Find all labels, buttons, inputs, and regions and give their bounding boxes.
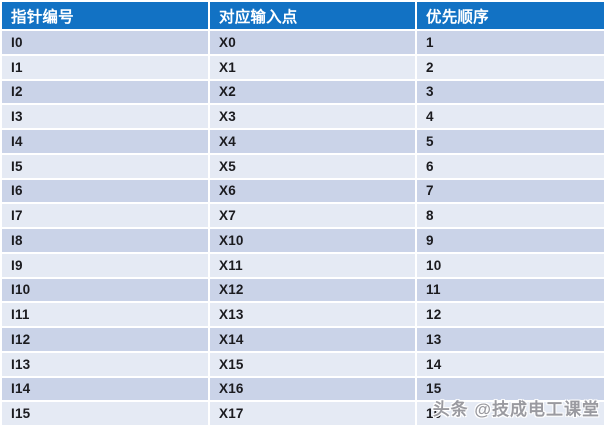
table-row: I1 X1 2	[2, 55, 604, 79]
table-cell: 12	[417, 303, 604, 326]
table-cell: X0	[210, 31, 415, 54]
table-cell: 14	[417, 352, 604, 376]
table-cell: I4	[2, 130, 208, 153]
table-row: I14 X16 15	[2, 377, 604, 401]
table-cell: X12	[210, 278, 415, 302]
table-cell: X10	[210, 229, 415, 252]
column-header-input-point: 对应输入点	[210, 2, 415, 29]
table-row: I8 X10 9	[2, 229, 604, 252]
table-cell: X15	[210, 352, 415, 376]
table-cell: 2	[417, 55, 604, 79]
table-cell: I7	[2, 204, 208, 227]
table-row: I6 X6 7	[2, 179, 604, 203]
table-cell: I1	[2, 55, 208, 79]
table-cell: X2	[210, 80, 415, 104]
table-cell: X17	[210, 402, 415, 425]
table-cell: X13	[210, 303, 415, 326]
table-row: I9 X11 10	[2, 253, 604, 277]
table-cell: 3	[417, 80, 604, 104]
table-cell: I5	[2, 154, 208, 178]
table-cell: 9	[417, 229, 604, 252]
table-cell: 1	[417, 31, 604, 54]
table-row: I10 X12 11	[2, 278, 604, 302]
table-cell: I2	[2, 80, 208, 104]
table-row: I13 X15 14	[2, 352, 604, 376]
table-cell: 8	[417, 204, 604, 227]
table-cell: 6	[417, 154, 604, 178]
table-cell: X14	[210, 328, 415, 351]
table-cell: I13	[2, 352, 208, 376]
table-cell: I9	[2, 253, 208, 277]
watermark: 头条 @技成电工课堂	[432, 400, 600, 419]
column-header-pointer-number: 指针编号	[2, 2, 208, 29]
table-cell: 5	[417, 130, 604, 153]
table-cell: X11	[210, 253, 415, 277]
table-cell: I6	[2, 179, 208, 203]
table-cell: 10	[417, 253, 604, 277]
table-row: I4 X4 5	[2, 130, 604, 153]
table-row: I7 X7 8	[2, 204, 604, 227]
table-cell: X1	[210, 55, 415, 79]
table-row: I5 X5 6	[2, 154, 604, 178]
table-cell: X5	[210, 154, 415, 178]
table-row: I3 X3 4	[2, 105, 604, 128]
table-row: I11 X13 12	[2, 303, 604, 326]
table-cell: I10	[2, 278, 208, 302]
table-row: I2 X2 3	[2, 80, 604, 104]
table-row: I15 X17 16	[2, 402, 604, 425]
table-cell: I11	[2, 303, 208, 326]
table-cell: I15	[2, 402, 208, 425]
table-cell: X3	[210, 105, 415, 128]
table-cell: X7	[210, 204, 415, 227]
table-cell: 4	[417, 105, 604, 128]
table-cell: I0	[2, 31, 208, 54]
table-cell: 7	[417, 179, 604, 203]
table-cell: X16	[210, 377, 415, 401]
table-row: I0 X0 1	[2, 31, 604, 54]
table-cell: I12	[2, 328, 208, 351]
table-cell: I14	[2, 377, 208, 401]
table-cell: 11	[417, 278, 604, 302]
table-cell: 15	[417, 377, 604, 401]
table-cell: X6	[210, 179, 415, 203]
table-cell: 16	[417, 402, 604, 425]
table-cell: 13	[417, 328, 604, 351]
table-cell: X4	[210, 130, 415, 153]
column-header-priority-order: 优先顺序	[417, 2, 604, 29]
table-cell: I8	[2, 229, 208, 252]
table-cell: I3	[2, 105, 208, 128]
table-row: I12 X14 13	[2, 328, 604, 351]
table-header-row: 指针编号 对应输入点 优先顺序	[2, 2, 604, 29]
